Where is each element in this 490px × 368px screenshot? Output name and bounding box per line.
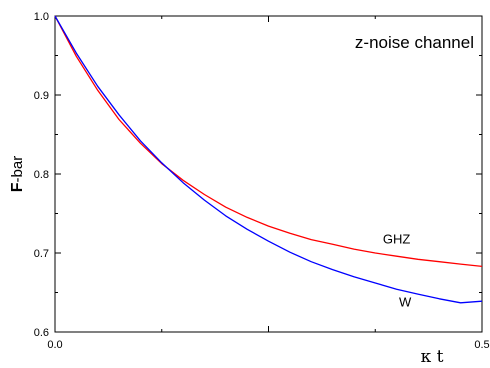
x-tick-label: 0.0 [47, 339, 62, 351]
x-axis-label: κ t [421, 347, 444, 367]
annotation-ghz: GHZ [383, 232, 411, 247]
y-axis-ticks: 0.6 0.7 0.8 0.9 1.0 [34, 11, 482, 339]
y-tick-label: 0.7 [34, 248, 49, 260]
y-tick-label: 1.0 [34, 11, 49, 23]
series-line-w [54, 15, 483, 304]
y-axis-label-bold: F [9, 182, 26, 192]
y-tick-label: 0.9 [34, 90, 49, 102]
y-tick-label: 0.6 [34, 327, 49, 339]
annotations-group: GHZ W [383, 232, 412, 310]
x-axis-ticks: 0.0 0.5 [47, 16, 490, 351]
x-tick-label: 0.5 [474, 339, 489, 351]
y-axis-label-rest: -bar [9, 156, 26, 183]
annotation-w: W [399, 295, 412, 310]
y-tick-label: 0.8 [34, 169, 49, 181]
chart-title: z-noise channel [355, 33, 474, 52]
series-group [54, 15, 483, 304]
series-line-ghz [54, 15, 483, 268]
plot-frame [54, 15, 483, 333]
y-axis-label: F-bar [9, 156, 26, 192]
